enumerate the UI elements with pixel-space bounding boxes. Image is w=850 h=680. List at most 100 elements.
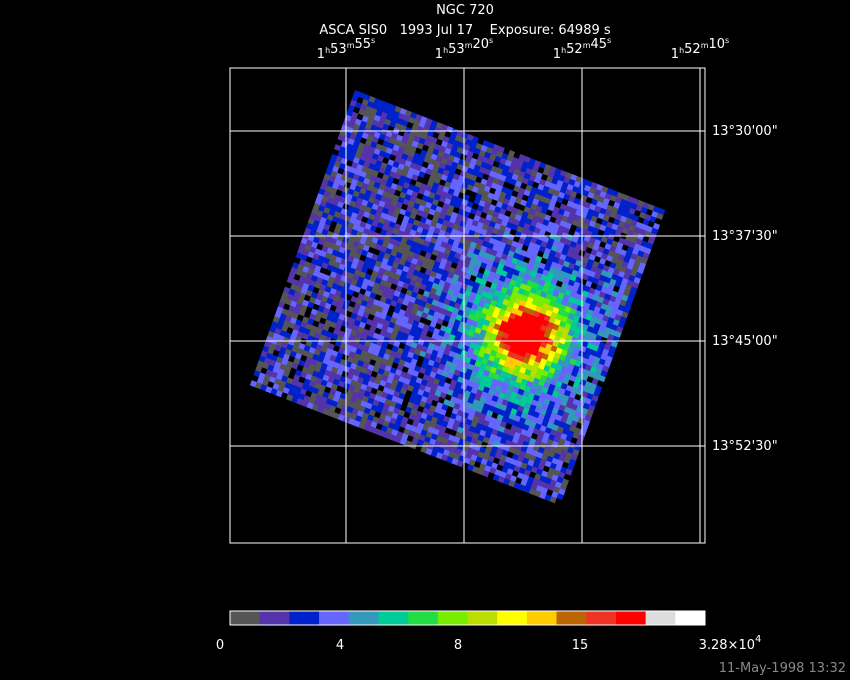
pixel — [365, 385, 373, 393]
pixel — [372, 416, 380, 424]
pixel — [584, 380, 592, 389]
pixel — [315, 276, 324, 285]
pixel — [400, 220, 409, 228]
pixel — [462, 244, 471, 252]
pixel — [483, 302, 491, 310]
pixel — [519, 249, 528, 257]
pixel — [597, 313, 605, 321]
pixel — [512, 302, 520, 311]
pixel — [463, 194, 471, 202]
pixel — [608, 345, 617, 353]
pixel — [312, 370, 320, 378]
pixel — [485, 146, 494, 155]
pixel — [437, 380, 446, 388]
pixel — [629, 286, 638, 294]
pixel — [276, 323, 284, 331]
pixel — [609, 295, 617, 303]
pixel — [334, 356, 342, 365]
pixel — [575, 388, 584, 397]
pixel — [429, 253, 438, 262]
pixel — [555, 297, 564, 305]
pixel — [419, 283, 427, 291]
pixel — [359, 154, 368, 162]
pixel — [338, 162, 347, 171]
pixel — [390, 199, 398, 207]
pixel — [491, 277, 500, 286]
pixel — [465, 435, 473, 443]
pixel — [337, 380, 346, 388]
pixel — [554, 268, 562, 276]
pixel — [546, 371, 555, 380]
pixel — [517, 371, 525, 380]
pixel — [373, 198, 381, 206]
pixel — [556, 459, 564, 467]
pixel — [516, 158, 525, 167]
pixel — [531, 349, 539, 357]
pixel — [515, 460, 523, 468]
pixel — [408, 363, 417, 371]
pixel — [489, 349, 498, 358]
pixel — [425, 168, 433, 176]
pixel — [418, 187, 426, 196]
exponent: 4 — [755, 634, 761, 645]
pixel — [384, 398, 392, 406]
pixel — [349, 183, 357, 191]
pixel — [632, 198, 640, 206]
pixel — [430, 237, 438, 245]
pixel — [496, 346, 505, 355]
pixel — [583, 302, 591, 310]
pixel — [480, 245, 488, 253]
pixel — [511, 436, 520, 445]
pixel — [554, 498, 563, 506]
pixel — [414, 331, 422, 340]
pixel — [623, 205, 631, 214]
pixel — [644, 213, 652, 222]
pixel — [581, 390, 589, 399]
pixel — [396, 347, 405, 355]
pixel — [566, 200, 574, 208]
pixel — [330, 383, 339, 391]
pixel — [480, 458, 489, 466]
pixel — [443, 331, 451, 340]
pixel — [384, 331, 393, 339]
pixel — [536, 284, 545, 292]
pixel — [322, 274, 331, 282]
pixel — [468, 179, 476, 187]
pixel — [355, 247, 364, 255]
pixel — [507, 300, 515, 309]
pixel — [588, 220, 597, 228]
ra-label: 1h53m55s — [317, 36, 375, 62]
pixel — [394, 402, 403, 410]
pixel — [331, 249, 339, 257]
pixel — [523, 189, 531, 197]
pixel — [626, 196, 635, 204]
pixel — [566, 301, 574, 309]
pixel — [401, 153, 409, 161]
pixel — [621, 210, 630, 219]
pixel — [571, 185, 580, 194]
pixel — [464, 205, 473, 214]
pixel — [387, 142, 395, 150]
pixel — [512, 218, 521, 227]
pixel — [439, 425, 447, 433]
pixel — [295, 302, 303, 310]
pixel — [364, 172, 373, 181]
pixel — [390, 132, 399, 140]
pixel — [321, 262, 329, 270]
pixel — [543, 331, 551, 339]
pixel — [558, 471, 566, 479]
pixel — [256, 360, 265, 368]
pixel — [373, 248, 381, 257]
pixel — [611, 256, 619, 265]
pixel — [553, 368, 561, 377]
pixel — [548, 299, 557, 308]
pixel — [465, 368, 473, 376]
pixel — [286, 310, 294, 318]
pixel — [577, 434, 585, 442]
pixel — [335, 256, 343, 264]
pixel — [528, 208, 536, 216]
pixel — [546, 405, 554, 413]
pixel — [350, 195, 359, 203]
pixel — [443, 348, 451, 356]
pixel — [494, 172, 502, 180]
